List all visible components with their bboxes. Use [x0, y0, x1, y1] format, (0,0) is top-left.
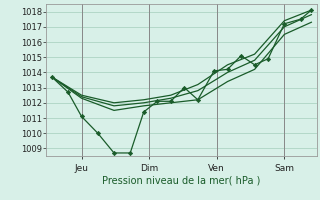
X-axis label: Pression niveau de la mer( hPa ): Pression niveau de la mer( hPa ) [102, 175, 261, 185]
